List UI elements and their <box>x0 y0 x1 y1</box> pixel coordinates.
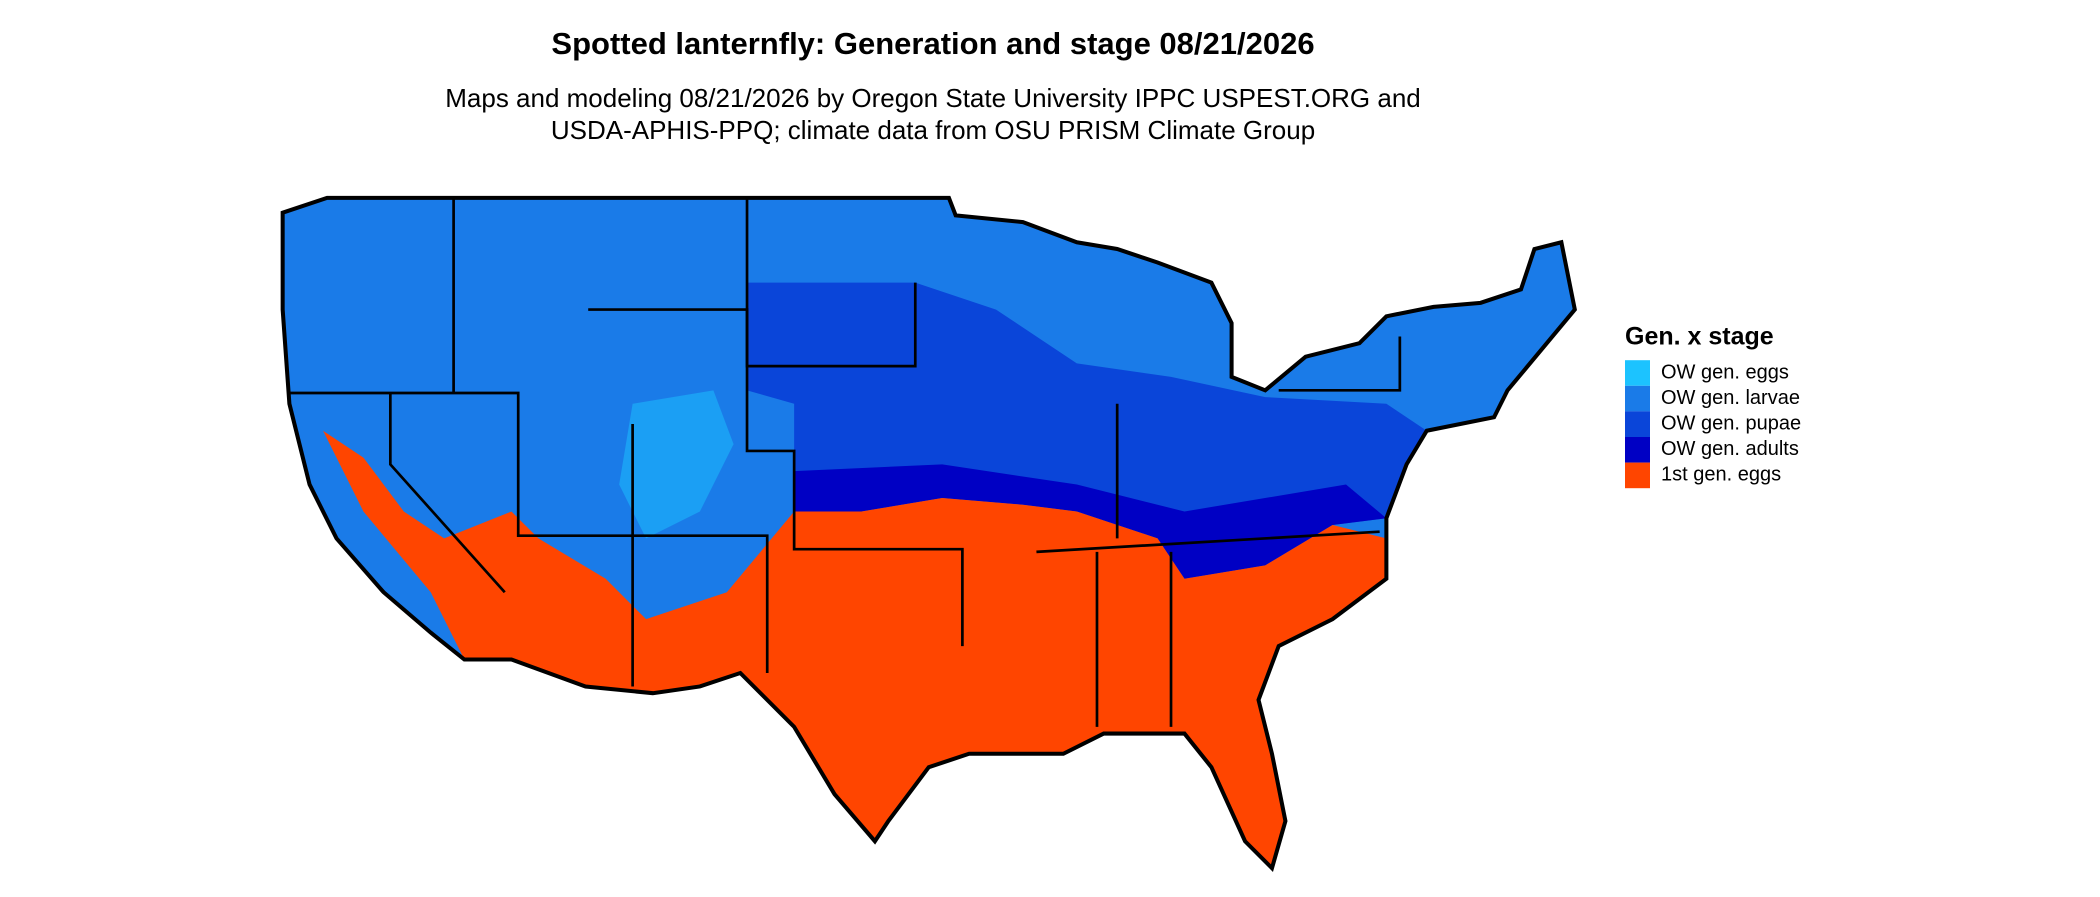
border <box>745 197 917 368</box>
title: Spotted lanternfly: Generation and stage… <box>551 26 1314 61</box>
legend: OW gen. eggs OW gen. larvae OW gen. pupae O… <box>1625 360 1801 489</box>
legend-label: OW gen. adults <box>1661 438 1799 460</box>
legend-swatch <box>1625 360 1650 386</box>
first-gen-eggs-region <box>323 430 1387 869</box>
legend-label: OW gen. larvae <box>1661 387 1800 409</box>
stage-regions <box>282 197 1575 869</box>
legend-title: Gen. x stage <box>1625 323 1774 351</box>
us-outline <box>280 195 1577 873</box>
border <box>1036 530 1380 554</box>
us-map <box>280 195 1577 873</box>
adults-region <box>794 464 1387 579</box>
legend-swatch <box>1625 411 1650 437</box>
border <box>1278 336 1402 392</box>
subtitle: Maps and modeling 08/21/2026 by Oregon S… <box>445 83 1421 113</box>
subtitle: USDA-APHIS-PPQ; climate data from OSU PR… <box>551 115 1315 145</box>
border <box>388 393 506 594</box>
border <box>289 391 769 673</box>
legend-label: 1st gen. eggs <box>1661 464 1781 486</box>
legend-label: OW gen. eggs <box>1661 361 1789 383</box>
state-borders <box>289 197 1402 727</box>
legend-swatch <box>1625 462 1650 489</box>
legend-label: OW gen. pupae <box>1661 412 1801 434</box>
legend-swatch <box>1625 385 1650 412</box>
legend-swatch <box>1625 437 1650 463</box>
eggs-region <box>619 390 734 539</box>
